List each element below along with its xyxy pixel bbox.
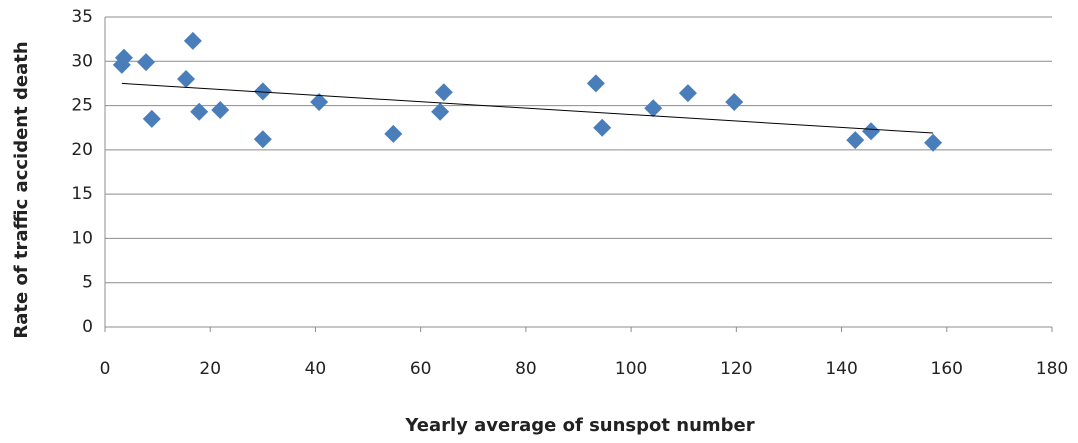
x-tick-label: 60: [410, 359, 432, 379]
y-tick-label: 5: [82, 273, 93, 293]
y-tick-label: 10: [71, 228, 93, 248]
data-point: [253, 130, 272, 149]
data-point: [593, 118, 612, 137]
data-point: [678, 84, 697, 103]
data-point: [310, 93, 329, 112]
x-axis-title: Yearly average of sunspot number: [404, 415, 754, 436]
y-axis-title: Rate of traffic accident death: [11, 41, 32, 338]
data-point: [924, 133, 943, 152]
y-tick-label: 0: [82, 317, 93, 337]
x-tick-label: 20: [199, 359, 221, 379]
data-point: [434, 83, 453, 102]
y-tick-label: 35: [71, 7, 93, 27]
y-tick-label: 20: [71, 140, 93, 160]
data-point: [211, 101, 230, 119]
data-point: [846, 131, 865, 150]
data-point: [431, 102, 450, 121]
data-point: [190, 102, 209, 121]
data-point: [112, 55, 131, 74]
data-point: [253, 82, 272, 101]
x-tick-label: 100: [615, 359, 647, 379]
x-tick-label: 80: [515, 359, 537, 379]
x-tick-label: 160: [931, 359, 963, 379]
data-point: [384, 124, 403, 143]
data-point: [177, 70, 196, 88]
x-tick-label: 180: [1036, 359, 1068, 379]
trendline: [121, 82, 934, 134]
x-tick-label: 40: [305, 359, 327, 379]
data-point: [862, 122, 881, 141]
x-tick-label: 0: [100, 359, 111, 379]
data-point: [137, 53, 156, 72]
data-point: [725, 93, 744, 112]
data-point: [644, 99, 663, 118]
data-point: [183, 31, 202, 50]
y-tick-label: 30: [71, 51, 93, 71]
y-tick-label: 25: [71, 96, 93, 116]
y-tick-label: 15: [71, 184, 93, 204]
data-point: [586, 74, 605, 93]
data-point: [114, 48, 133, 67]
x-tick-label: 120: [720, 359, 752, 379]
x-tick-label: 140: [825, 359, 857, 379]
data-point: [142, 109, 161, 128]
